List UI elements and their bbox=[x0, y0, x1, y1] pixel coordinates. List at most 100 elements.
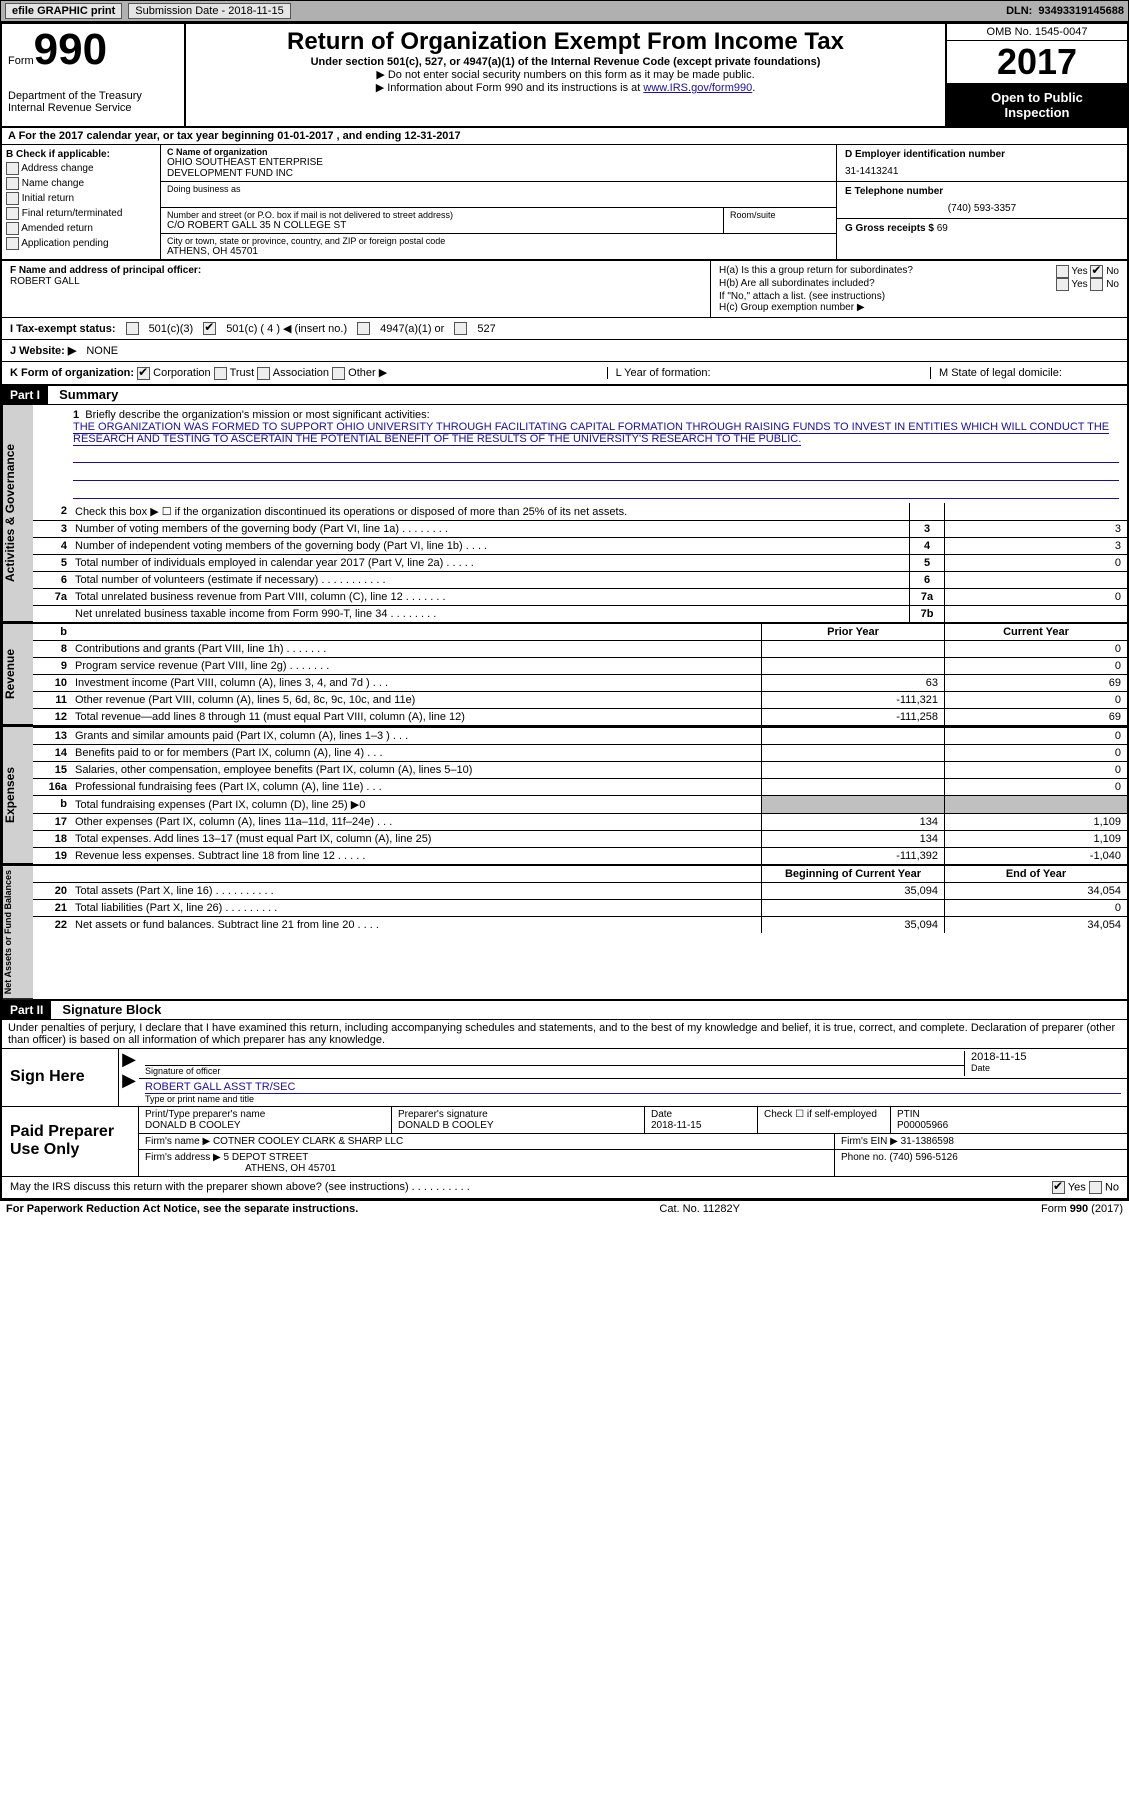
org-name-cell: C Name of organization OHIO SOUTHEAST EN… bbox=[161, 145, 836, 182]
org-name-1: OHIO SOUTHEAST ENTERPRISE bbox=[167, 157, 830, 168]
prep-sig-label: Preparer's signature bbox=[398, 1109, 638, 1120]
colb-4: Amended return bbox=[21, 223, 93, 234]
cb-other[interactable] bbox=[332, 367, 345, 380]
cb-discuss-no[interactable] bbox=[1089, 1181, 1102, 1194]
sub3-pre: ▶ Information about Form 990 and its ins… bbox=[376, 82, 644, 94]
cb-name-change[interactable] bbox=[6, 177, 19, 190]
vtab-net: Net Assets or Fund Balances bbox=[2, 866, 33, 999]
title-center: Return of Organization Exempt From Incom… bbox=[186, 24, 945, 126]
cb-final-return[interactable] bbox=[6, 207, 19, 220]
footer-right-post: (2017) bbox=[1088, 1203, 1123, 1215]
ein-value: 31-1413241 bbox=[845, 166, 1119, 177]
footer-mid: Cat. No. 11282Y bbox=[659, 1203, 740, 1215]
cb-amended[interactable] bbox=[6, 222, 19, 235]
row-j-website: J Website: ▶ NONE bbox=[2, 340, 1127, 362]
exp-lines-18: 18Total expenses. Add lines 13–17 (must … bbox=[33, 830, 1127, 847]
prep-date-label: Date bbox=[651, 1109, 751, 1120]
cb-initial-return[interactable] bbox=[6, 192, 19, 205]
ha-label: H(a) Is this a group return for subordin… bbox=[719, 265, 913, 278]
title-sub1: Under section 501(c), 527, or 4947(a)(1)… bbox=[194, 56, 937, 68]
cb-trust[interactable] bbox=[214, 367, 227, 380]
colb-2: Initial return bbox=[22, 193, 74, 204]
net-lines-21: 21Total liabilities (Part X, line 26) . … bbox=[33, 899, 1127, 916]
rowj-label: J Website: ▶ bbox=[10, 344, 76, 357]
cb-pending[interactable] bbox=[6, 237, 19, 250]
addr-value: C/O ROBERT GALL 35 N COLLEGE ST bbox=[167, 220, 717, 231]
sign-here-row: Sign Here ▶▶ Signature of officer 2018-1… bbox=[2, 1049, 1127, 1107]
form-990: Form990 Department of the Treasury Inter… bbox=[0, 22, 1129, 1201]
form-id-block: Form990 Department of the Treasury Inter… bbox=[2, 24, 186, 126]
col-d-ein: D Employer identification number 31-1413… bbox=[836, 145, 1127, 259]
rowa-mid: , and ending bbox=[337, 130, 405, 142]
opt-corp: Corporation bbox=[153, 367, 210, 379]
dln-label: DLN: bbox=[1006, 5, 1032, 17]
dln-value: 93493319145688 bbox=[1038, 5, 1124, 17]
firm-name: COTNER COOLEY CLARK & SHARP LLC bbox=[213, 1136, 403, 1147]
footer-right-b: 990 bbox=[1070, 1203, 1088, 1215]
form-title: Return of Organization Exempt From Incom… bbox=[194, 28, 937, 56]
irs-link[interactable]: www.IRS.gov/form990 bbox=[643, 82, 752, 94]
arrow-icon: ▶▶ bbox=[119, 1049, 139, 1106]
firm-name-label: Firm's name ▶ bbox=[145, 1136, 210, 1147]
colb-3: Final return/terminated bbox=[22, 208, 123, 219]
opt-501c3: 501(c)(3) bbox=[149, 323, 194, 335]
revh-py: Prior Year bbox=[761, 624, 944, 640]
gov-line-: Net unrelated business taxable income fr… bbox=[33, 605, 1127, 622]
part2-title: Signature Block bbox=[54, 1000, 169, 1019]
addr-row: Number and street (or P.O. box if mail i… bbox=[161, 208, 836, 233]
firm-phone-label: Phone no. bbox=[841, 1152, 887, 1163]
sig-date-label: Date bbox=[971, 1063, 1121, 1073]
ptin-value: P00005966 bbox=[897, 1120, 1121, 1131]
cb-527[interactable] bbox=[454, 322, 467, 335]
phone-cell: E Telephone number (740) 593-3357 bbox=[837, 181, 1127, 218]
footer-right-pre: Form bbox=[1041, 1203, 1070, 1215]
part1-title: Summary bbox=[51, 385, 126, 404]
form-number: 990 bbox=[34, 25, 107, 74]
phone-label: E Telephone number bbox=[845, 186, 1119, 197]
gross-value: 69 bbox=[937, 223, 948, 234]
header-grid: B Check if applicable: Address change Na… bbox=[2, 145, 1127, 261]
cb-address-change[interactable] bbox=[6, 162, 19, 175]
public2: Inspection bbox=[949, 105, 1125, 120]
gov-line-2: 2Check this box ▶ ☐ if the organization … bbox=[33, 503, 1127, 520]
vtab-expenses: Expenses bbox=[2, 727, 33, 864]
rev-lines-12: 12Total revenue—add lines 8 through 11 (… bbox=[33, 708, 1127, 725]
revh-b: b bbox=[33, 624, 71, 640]
part1-header-row: Part I Summary bbox=[2, 386, 1127, 405]
cb-4947[interactable] bbox=[357, 322, 370, 335]
opt-trust: Trust bbox=[230, 367, 255, 379]
cb-ha-yes[interactable] bbox=[1056, 265, 1069, 278]
org-name-2: DEVELOPMENT FUND INC bbox=[167, 168, 830, 179]
rowa-pre: A For the 2017 calendar year, or tax yea… bbox=[8, 130, 277, 142]
vtab-revenue: Revenue bbox=[2, 624, 33, 725]
discuss-no: No bbox=[1105, 1181, 1119, 1193]
exp-lines-14: 14Benefits paid to or for members (Part … bbox=[33, 744, 1127, 761]
prep-sig: DONALD B COOLEY bbox=[398, 1120, 638, 1131]
colb-0: Address change bbox=[21, 163, 93, 174]
efile-print-button[interactable]: efile GRAPHIC print bbox=[5, 3, 122, 19]
cb-ha-no[interactable] bbox=[1090, 265, 1103, 278]
rowa-begin: 01-01-2017 bbox=[277, 130, 333, 142]
submission-date-value: 2018-11-15 bbox=[228, 5, 283, 17]
gov-line-3: 3Number of voting members of the governi… bbox=[33, 520, 1127, 537]
rev-lines-10: 10Investment income (Part VIII, column (… bbox=[33, 674, 1127, 691]
cb-corp[interactable] bbox=[137, 367, 150, 380]
title-block: Form990 Department of the Treasury Inter… bbox=[2, 24, 1127, 128]
hc-label: H(c) Group exemption number ▶ bbox=[719, 302, 1119, 313]
dept-line1: Department of the Treasury bbox=[8, 90, 178, 102]
cb-501c3[interactable] bbox=[126, 322, 139, 335]
cb-501c[interactable] bbox=[203, 322, 216, 335]
governance-section: Activities & Governance 1 Briefly descri… bbox=[2, 405, 1127, 624]
cb-hb-no[interactable] bbox=[1090, 278, 1103, 291]
ein-cell: D Employer identification number 31-1413… bbox=[837, 145, 1127, 181]
firm-addr1: 5 DEPOT STREET bbox=[224, 1152, 309, 1163]
mission-text: THE ORGANIZATION WAS FORMED TO SUPPORT O… bbox=[73, 421, 1109, 446]
opt-501c: 501(c) ( 4 ) ◀ (insert no.) bbox=[226, 322, 347, 335]
org-name-label: C Name of organization bbox=[167, 147, 830, 157]
firm-phone: (740) 596-5126 bbox=[889, 1152, 957, 1163]
cb-hb-yes[interactable] bbox=[1056, 278, 1069, 291]
mission-uline2 bbox=[73, 466, 1119, 481]
row-k-l-m: K Form of organization: Corporation Trus… bbox=[2, 362, 1127, 386]
cb-discuss-yes[interactable] bbox=[1052, 1181, 1065, 1194]
cb-assoc[interactable] bbox=[257, 367, 270, 380]
